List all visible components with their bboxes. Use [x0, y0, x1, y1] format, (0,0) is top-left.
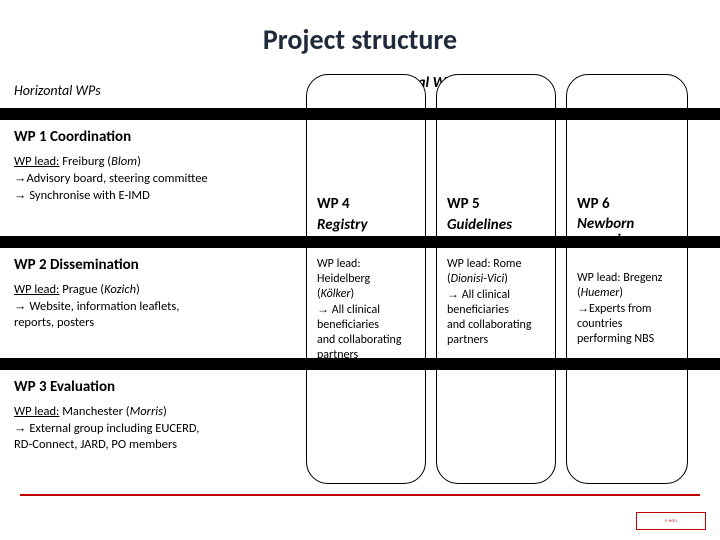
- wp4-code: WP 4: [317, 195, 415, 214]
- wp5-body: WP lead: Rome (Dionisi-Vici) → All clini…: [447, 257, 545, 348]
- hbar-2: [0, 236, 720, 248]
- hbar-3: [0, 358, 720, 370]
- footer-divider: [20, 494, 700, 496]
- hwp2-heading: WP 2 Dissemination: [14, 256, 284, 276]
- wp4-body: WP lead: Heidelberg (Kölker) → All clini…: [317, 257, 415, 363]
- pillar-wp6: WP 6 Newbornscreening WP lead: Bregenz (…: [566, 74, 688, 484]
- pillar-wp4: WP 4 Registry WP lead: Heidelberg (Kölke…: [306, 74, 426, 484]
- hwp1-block: WP 1 Coordination WP lead: Freiburg (Blo…: [14, 128, 284, 204]
- wp5-code: WP 5: [447, 195, 545, 214]
- wp6-body: WP lead: Bregenz (Huemer) →Experts from …: [577, 271, 677, 347]
- horizontal-wps-label: Horizontal WPs: [14, 82, 101, 99]
- hwp3-block: WP 3 Evaluation WP lead: Manchester (Mor…: [14, 378, 284, 453]
- hwp2-body: WP lead: Prague (Kozich) → Website, info…: [14, 282, 284, 332]
- hwp1-heading: WP 1 Coordination: [14, 128, 284, 148]
- hwp1-body: WP lead: Freiburg (Blom) →Advisory board…: [14, 154, 284, 205]
- footer-logo: E-HOD: [636, 512, 706, 530]
- wp6-code: WP 6: [577, 195, 677, 214]
- pillar-wp5: WP 5 Guidelines WP lead: Rome (Dionisi-V…: [436, 74, 556, 484]
- wp5-name: Guidelines: [447, 216, 545, 235]
- hwp3-heading: WP 3 Evaluation: [14, 378, 284, 398]
- hbar-1: [0, 108, 720, 120]
- slide-title: Project structure: [0, 22, 720, 57]
- hwp3-body: WP lead: Manchester (Morris) → External …: [14, 404, 284, 454]
- hwp2-block: WP 2 Dissemination WP lead: Prague (Kozi…: [14, 256, 284, 331]
- wp4-name: Registry: [317, 216, 415, 235]
